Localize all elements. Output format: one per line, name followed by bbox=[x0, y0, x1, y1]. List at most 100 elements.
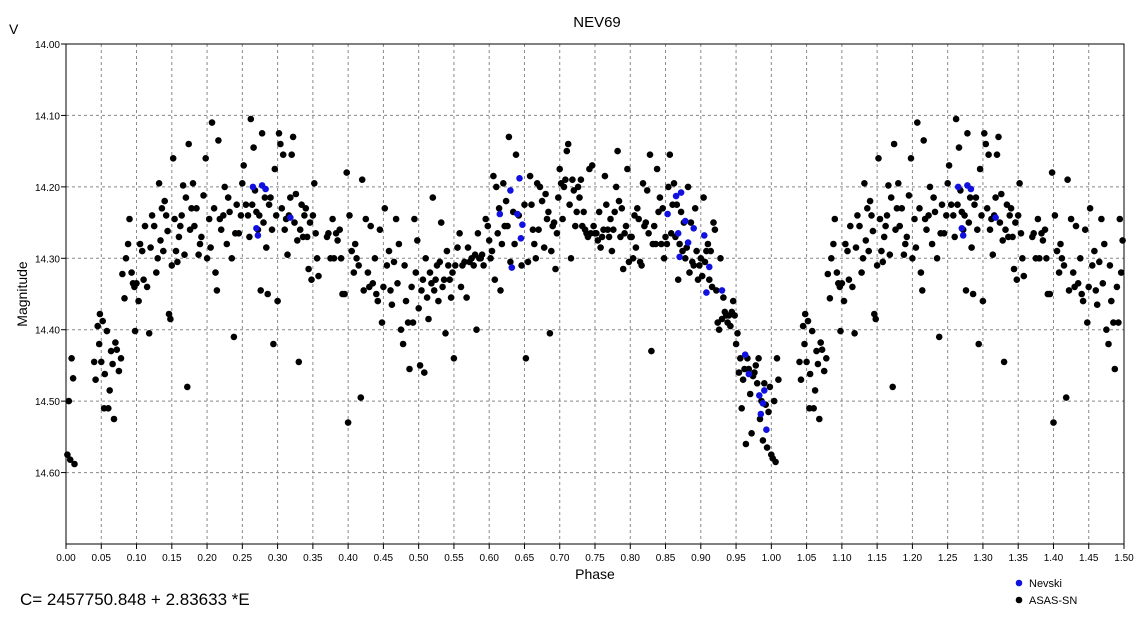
data-point bbox=[753, 380, 761, 387]
x-tick-label: 0.35 bbox=[303, 553, 323, 564]
data-point bbox=[828, 254, 835, 262]
data-point bbox=[826, 295, 834, 302]
data-point bbox=[954, 201, 961, 208]
data-point bbox=[353, 254, 360, 262]
data-point bbox=[464, 244, 472, 251]
data-point bbox=[540, 244, 548, 251]
data-point bbox=[257, 287, 265, 294]
data-point bbox=[292, 190, 300, 198]
data-point bbox=[810, 405, 817, 412]
data-point bbox=[824, 270, 832, 278]
y-tick-label: 14.40 bbox=[35, 326, 60, 337]
legend: Nevski ASAS-SN bbox=[1015, 578, 1077, 607]
data-point bbox=[497, 287, 504, 294]
data-point bbox=[704, 240, 712, 248]
data-point bbox=[919, 287, 926, 294]
data-point bbox=[155, 180, 163, 187]
data-point bbox=[621, 230, 628, 237]
data-point bbox=[305, 265, 312, 273]
data-point bbox=[1034, 215, 1042, 223]
data-point bbox=[250, 144, 257, 151]
data-point bbox=[179, 182, 187, 189]
data-point bbox=[548, 247, 555, 255]
data-point bbox=[401, 262, 408, 269]
data-point bbox=[262, 185, 269, 193]
data-point bbox=[268, 226, 276, 233]
data-point bbox=[969, 290, 977, 298]
data-point bbox=[237, 212, 245, 219]
data-point bbox=[450, 355, 458, 362]
data-point bbox=[135, 297, 142, 305]
data-point bbox=[844, 247, 851, 255]
data-point bbox=[439, 283, 446, 291]
data-point bbox=[274, 297, 281, 305]
data-point bbox=[171, 215, 178, 223]
legend-marker bbox=[1015, 596, 1023, 604]
data-point bbox=[344, 419, 352, 426]
data-point bbox=[926, 183, 934, 191]
data-point bbox=[811, 387, 819, 394]
data-point bbox=[485, 237, 493, 244]
data-point bbox=[670, 180, 678, 187]
data-point bbox=[759, 437, 767, 444]
data-point bbox=[480, 262, 487, 269]
data-point bbox=[1103, 326, 1110, 334]
data-point bbox=[1078, 290, 1085, 298]
data-point bbox=[456, 230, 463, 237]
data-point bbox=[289, 133, 297, 141]
data-point bbox=[766, 383, 774, 391]
data-point bbox=[432, 276, 439, 284]
data-point bbox=[1117, 269, 1125, 276]
data-point bbox=[378, 319, 386, 326]
data-point bbox=[1014, 212, 1022, 219]
data-point bbox=[529, 226, 537, 233]
data-point bbox=[916, 205, 923, 212]
data-point bbox=[920, 137, 927, 144]
data-point bbox=[168, 262, 176, 269]
data-point bbox=[474, 230, 482, 237]
data-point bbox=[488, 247, 496, 255]
data-point bbox=[531, 240, 538, 248]
data-point bbox=[113, 346, 121, 354]
legend-label: ASAS-SN bbox=[1029, 595, 1077, 607]
data-point bbox=[215, 137, 222, 144]
data-point bbox=[141, 222, 149, 230]
data-point bbox=[756, 392, 763, 399]
data-point bbox=[110, 415, 118, 423]
data-point bbox=[1077, 254, 1084, 262]
data-point bbox=[516, 175, 523, 182]
data-point bbox=[138, 247, 146, 255]
data-point bbox=[1084, 319, 1091, 326]
data-point bbox=[943, 212, 950, 219]
data-point bbox=[847, 222, 854, 230]
data-point bbox=[107, 347, 115, 355]
data-point bbox=[249, 183, 257, 191]
data-point bbox=[925, 212, 932, 219]
data-point bbox=[981, 130, 988, 137]
data-point bbox=[306, 219, 314, 226]
data-point bbox=[1041, 226, 1049, 233]
data-point bbox=[851, 330, 858, 337]
data-point bbox=[673, 201, 681, 208]
data-point bbox=[303, 233, 311, 241]
data-point bbox=[700, 194, 707, 201]
chart-title: NEV69 bbox=[573, 14, 621, 31]
data-point bbox=[1006, 212, 1013, 219]
data-point bbox=[993, 151, 1001, 158]
data-point bbox=[618, 205, 626, 212]
data-point bbox=[845, 276, 853, 284]
data-point bbox=[588, 162, 596, 169]
data-point bbox=[856, 222, 863, 230]
data-point bbox=[412, 269, 420, 276]
data-point bbox=[986, 226, 994, 233]
data-point bbox=[1043, 254, 1050, 262]
data-point bbox=[801, 310, 809, 318]
data-point bbox=[992, 194, 999, 201]
data-point bbox=[263, 244, 270, 251]
data-point bbox=[174, 258, 181, 266]
data-point bbox=[1051, 212, 1059, 219]
data-point bbox=[133, 280, 140, 287]
data-point bbox=[254, 232, 262, 239]
data-point bbox=[148, 212, 156, 219]
y-tick-label: 14.60 bbox=[35, 469, 60, 480]
